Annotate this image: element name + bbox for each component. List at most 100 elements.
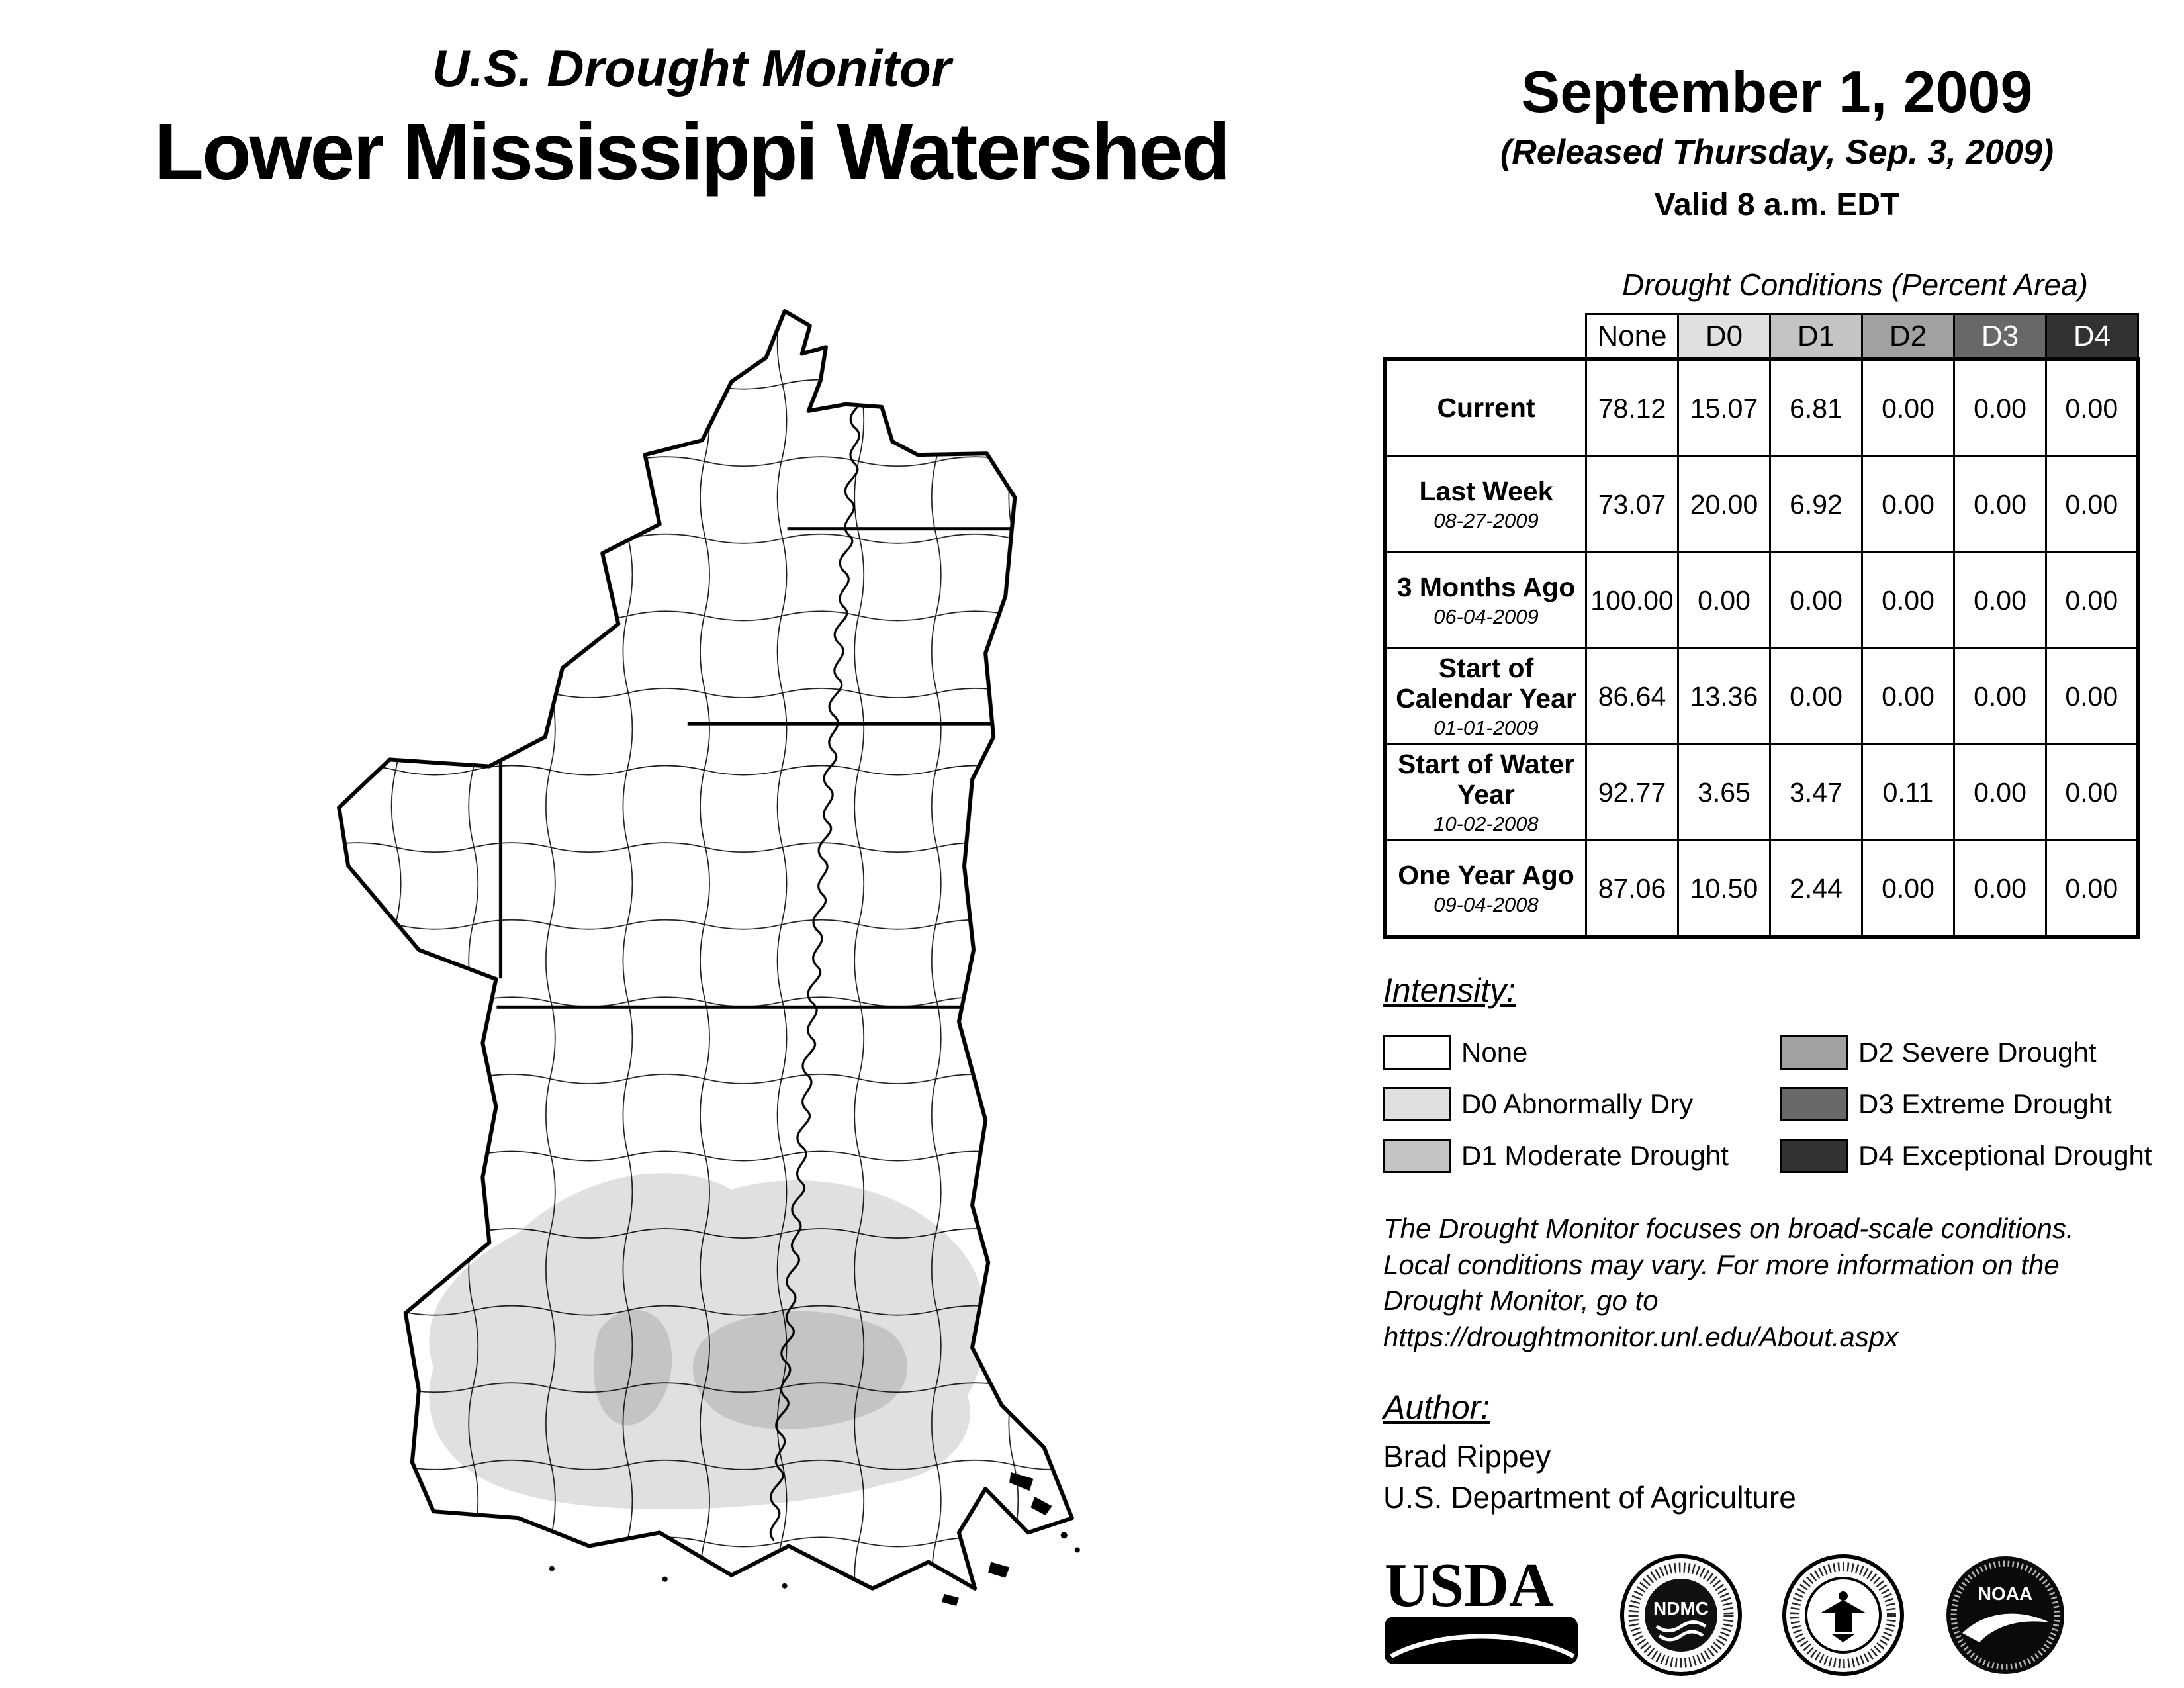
commerce-seal: [1782, 1554, 1904, 1677]
d1-shaded-area: [593, 1309, 672, 1426]
row-label: Start of Calendar Year 01-01-2009: [1383, 647, 1587, 745]
value-cell: 0.00: [1953, 647, 2047, 745]
noaa-logo-text: NOAA: [1978, 1583, 2032, 1604]
column-header-none: None: [1585, 313, 1679, 361]
table-row: Start of Water Year 10-02-2008 92.77 3.65 3.…: [1383, 743, 2140, 841]
legend-item: D4 Exceptional Drought: [1780, 1139, 2171, 1173]
legend-grid: None D0 Abnormally Dry D1 Moderate Drought…: [1383, 1027, 2171, 1182]
column-header-d3: D3: [1953, 313, 2047, 361]
author-heading: Author:: [1383, 1389, 1490, 1427]
value-cell: 0.00: [2045, 743, 2140, 841]
value-cell: 15.07: [1677, 357, 1771, 457]
mississippi-river: [769, 390, 864, 1542]
table-row: Start of Calendar Year 01-01-2009 86.64 13.…: [1383, 647, 2140, 745]
legend-swatch: [1780, 1035, 1848, 1070]
table-row: 3 Months Ago 06-04-2009 100.00 0.00 0.00 0.00…: [1383, 551, 2140, 649]
legend-item: None: [1383, 1035, 1780, 1070]
report-series-title: U.S. Drought Monitor: [432, 39, 952, 97]
value-cell: 0.11: [1861, 743, 1955, 841]
disclaimer-line: Local conditions may vary. For more info…: [1383, 1248, 2060, 1280]
legend-item: D2 Severe Drought: [1780, 1035, 2171, 1070]
legend-item: D1 Moderate Drought: [1383, 1139, 1780, 1173]
legend-item: D0 Abnormally Dry: [1383, 1087, 1780, 1121]
agency-logos: USDA NDMC: [1383, 1552, 2171, 1678]
legend-label: D1 Moderate Drought: [1461, 1140, 1729, 1171]
value-cell: 0.00: [1769, 551, 1863, 649]
column-header-d2: D2: [1861, 313, 1955, 361]
table-caption: Drought Conditions (Percent Area): [1622, 267, 2088, 302]
value-cell: 0.00: [1953, 743, 2047, 841]
intensity-heading: Intensity:: [1383, 972, 1516, 1009]
masthead: September 1, 2009 (Released Thursday, Se…: [1383, 58, 2171, 223]
value-cell: 13.36: [1677, 647, 1771, 745]
legend-swatch: [1383, 1139, 1451, 1173]
value-cell: 0.00: [1769, 647, 1863, 745]
disclaimer-line: The Drought Monitor focuses on broad-sca…: [1383, 1213, 2074, 1244]
value-cell: 20.00: [1677, 455, 1771, 553]
author-org: U.S. Department of Agriculture: [1383, 1480, 1796, 1515]
disclaimer-line: Drought Monitor, go to https://droughtmo…: [1383, 1285, 1899, 1352]
table-corner-cell: [1385, 314, 1586, 360]
value-cell: 0.00: [1677, 551, 1771, 649]
value-cell: 0.00: [1861, 455, 1955, 553]
value-cell: 0.00: [1953, 839, 2047, 939]
value-cell: 0.00: [2045, 357, 2140, 457]
value-cell: 0.00: [1861, 551, 1955, 649]
d1-shaded-area: [692, 1311, 907, 1429]
column-header-d0: D0: [1677, 313, 1771, 361]
column-header-d4: D4: [2045, 313, 2139, 361]
value-cell: 87.06: [1585, 839, 1679, 939]
legend-label: D4 Exceptional Drought: [1858, 1140, 2152, 1171]
ndmc-logo-text: NDMC: [1653, 1598, 1709, 1618]
drought-conditions-table: None D0 D1 D2 D3 D4 Current 78.12 15.07 6.81 0.00…: [1383, 313, 2140, 939]
value-cell: 0.00: [2045, 551, 2140, 649]
value-cell: 0.00: [1861, 839, 1955, 939]
author-name: Brad Rippey: [1383, 1439, 1551, 1474]
table-header-row: None D0 D1 D2 D3 D4: [1385, 313, 2139, 361]
legend-label: None: [1461, 1037, 1528, 1068]
legend-swatch: [1383, 1087, 1451, 1121]
release-date: (Released Thursday, Sep. 3, 2009): [1500, 133, 2054, 171]
legend-swatch: [1780, 1139, 1848, 1173]
value-cell: 0.00: [1953, 455, 2047, 553]
value-cell: 0.00: [2045, 839, 2140, 939]
table-row: One Year Ago 09-04-2008 87.06 10.50 2.44 0.00…: [1383, 839, 2140, 939]
watershed-map: [318, 305, 1092, 1622]
eagle-emblem: [1820, 1591, 1866, 1643]
legend-swatch: [1383, 1035, 1451, 1070]
table-row: Current 78.12 15.07 6.81 0.00 0.00 0.00: [1383, 357, 2140, 457]
legend-item: D3 Extreme Drought: [1780, 1087, 2171, 1121]
valid-time: Valid 8 a.m. EDT: [1654, 187, 1900, 222]
map-title-block: U.S. Drought Monitor Lower Mississippi W…: [46, 38, 1337, 198]
legend-label: D0 Abnormally Dry: [1461, 1088, 1694, 1119]
noaa-logo: NOAA: [1946, 1556, 2064, 1675]
value-cell: 6.81: [1769, 357, 1863, 457]
value-cell: 92.77: [1585, 743, 1679, 841]
disclaimer: The Drought Monitor focuses on broad-sca…: [1383, 1211, 2171, 1355]
value-cell: 0.00: [2045, 647, 2140, 745]
value-cell: 0.00: [2045, 455, 2140, 553]
ndmc-logo: NDMC: [1620, 1554, 1742, 1677]
value-cell: 10.50: [1677, 839, 1771, 939]
value-cell: 6.92: [1769, 455, 1863, 553]
row-label: Start of Water Year 10-02-2008: [1383, 743, 1587, 841]
value-cell: 0.00: [1953, 357, 2047, 457]
value-cell: 73.07: [1585, 455, 1679, 553]
value-cell: 0.00: [1861, 357, 1955, 457]
row-label: Current: [1383, 357, 1587, 457]
value-cell: 78.12: [1585, 357, 1679, 457]
value-cell: 86.64: [1585, 647, 1679, 745]
value-cell: 0.00: [1861, 647, 1955, 745]
row-label: One Year Ago 09-04-2008: [1383, 839, 1587, 939]
delta-islands: [549, 1472, 1080, 1606]
region-title: Lower Mississippi Watershed: [154, 107, 1231, 197]
report-sidebar: September 1, 2009 (Released Thursday, Se…: [1383, 58, 2171, 1688]
value-cell: 3.65: [1677, 743, 1771, 841]
drought-table-body: Current 78.12 15.07 6.81 0.00 0.00 0.00 Last We…: [1383, 357, 2140, 939]
value-cell: 0.00: [1953, 551, 2047, 649]
row-label: 3 Months Ago 06-04-2009: [1383, 551, 1587, 649]
legend-label: D3 Extreme Drought: [1858, 1088, 2112, 1119]
watershed-map-svg: [318, 305, 1080, 1606]
report-date: September 1, 2009: [1521, 59, 2033, 124]
legend-label: D2 Severe Drought: [1858, 1037, 2097, 1068]
